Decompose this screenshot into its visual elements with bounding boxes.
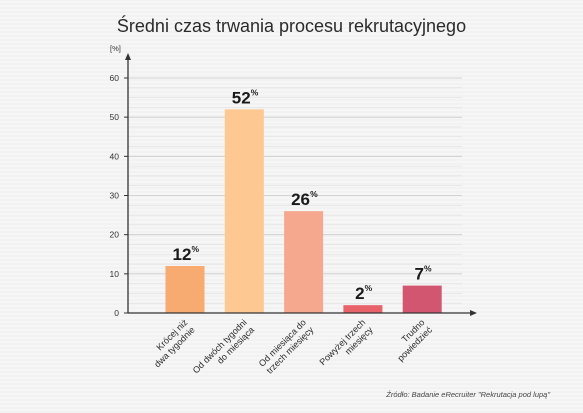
bar-2	[224, 109, 264, 313]
value-number: 2	[355, 284, 364, 303]
value-number: 26	[291, 190, 310, 209]
value-suffix: %	[192, 244, 200, 254]
chart-title: Średni czas trwania procesu rekrutacyjne…	[117, 15, 466, 36]
source-note: Źródło: Badanie eRecruiter "Rekrutacja p…	[385, 390, 550, 399]
value-labels: 12 %52 %26 %2 %7%	[173, 87, 432, 303]
bars	[165, 109, 442, 313]
bar-4	[343, 305, 383, 313]
value-label: 2%	[355, 283, 373, 303]
y-tick-label: 40	[110, 151, 120, 161]
y-axis-unit-label: [%]	[110, 44, 121, 53]
value-label: 7%	[414, 264, 432, 284]
value-suffix: %	[424, 264, 432, 274]
axes	[124, 53, 477, 316]
x-axis-arrow	[470, 310, 477, 316]
value-label: 26%	[291, 189, 318, 209]
y-axis-ticks: 0 10 20 30 40 50 60	[110, 73, 120, 318]
value-suffix: %	[310, 189, 318, 199]
y-tick-label: 20	[110, 230, 120, 240]
y-axis-arrow	[125, 53, 131, 60]
value-suffix: %	[251, 87, 259, 97]
bar-1	[165, 266, 205, 313]
value-suffix: %	[365, 283, 373, 293]
value-number: 7	[414, 265, 423, 284]
value-label: 12%	[173, 244, 200, 264]
value-label: 52%	[232, 87, 259, 107]
y-tick-label: 30	[110, 191, 120, 201]
y-tick-label: 0	[114, 308, 119, 318]
y-tick-label: 50	[110, 112, 120, 122]
value-number: 12	[173, 245, 192, 264]
bar-3	[284, 211, 324, 313]
value-number: 52	[232, 88, 251, 107]
bar-5	[402, 285, 442, 313]
y-tick-label: 60	[110, 73, 120, 83]
y-tick-label: 10	[110, 269, 120, 279]
